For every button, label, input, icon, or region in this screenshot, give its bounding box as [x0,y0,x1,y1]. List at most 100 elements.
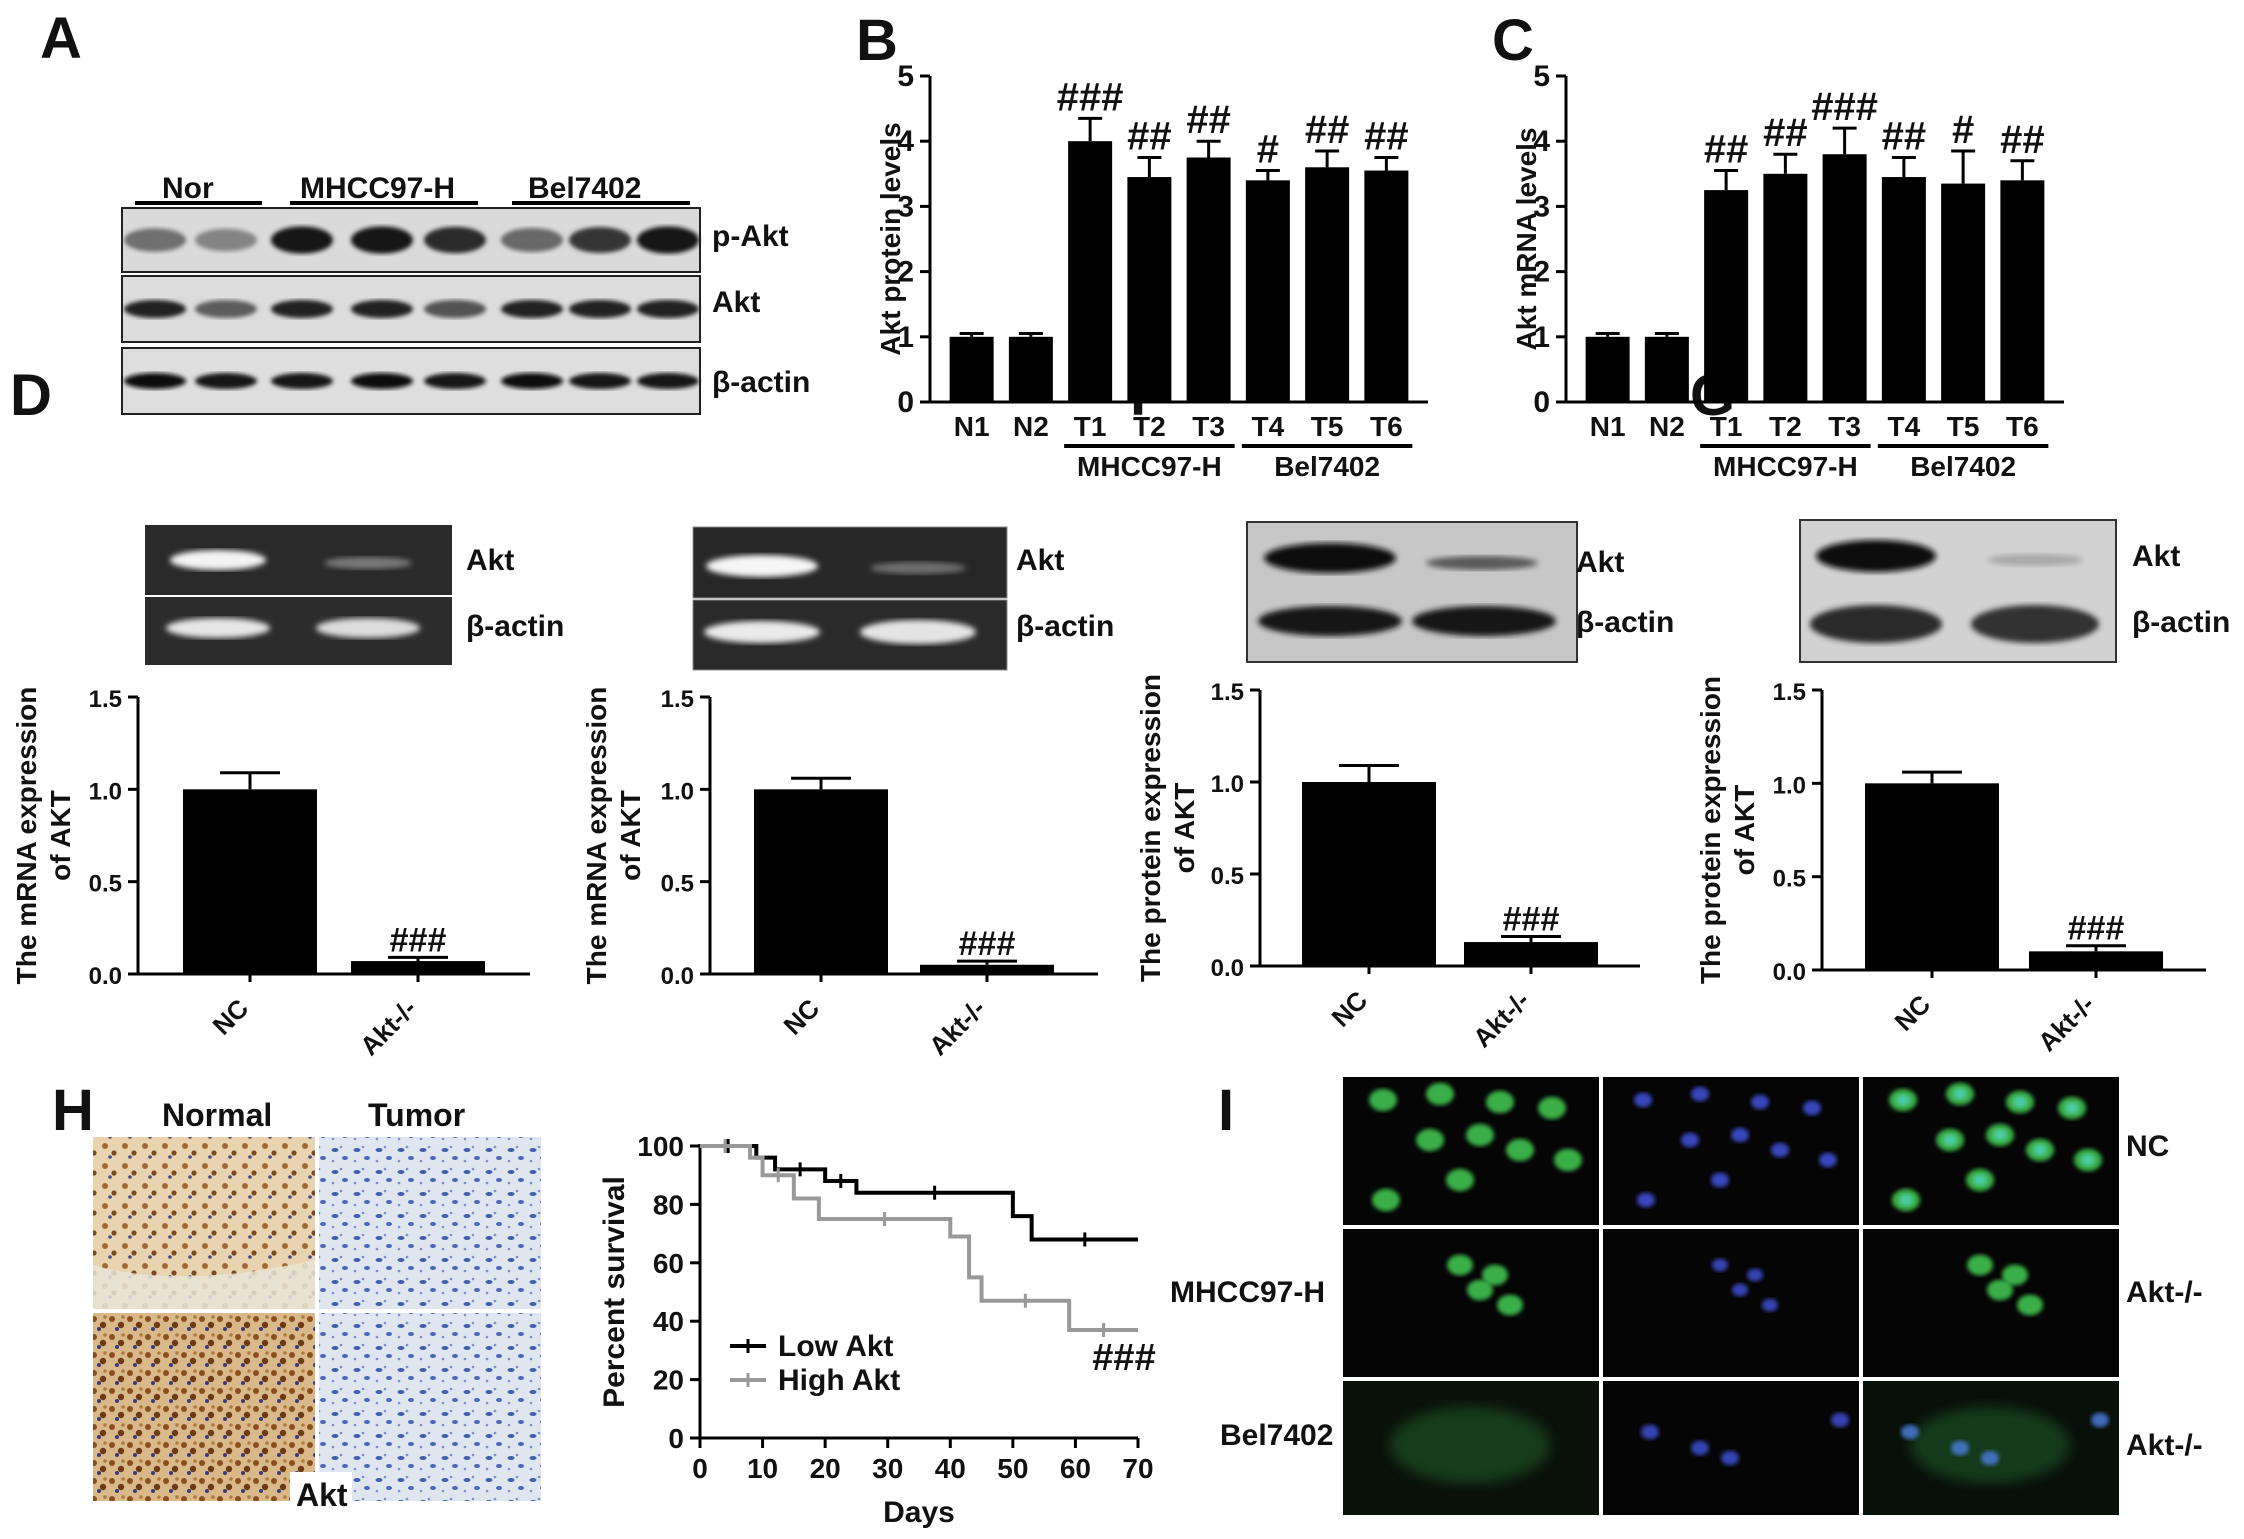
bar [1302,782,1436,966]
cell-nucleus [1896,1094,1910,1106]
chart-g: 0.0 0.5 1.0 1.5 The protein expression of AKT… [1695,676,2206,1057]
y-tick-label: 1 [897,321,914,354]
panel-label-h: H [52,1078,94,1143]
significance-label: ## [2000,118,2045,162]
cell-nucleus [2081,1154,2095,1166]
y-axis-label-2: of AKT [615,790,646,881]
y-tick-label: 1.5 [1211,679,1244,706]
blot-band [637,226,699,254]
y-tick-label: 60 [653,1248,684,1279]
panel-label-c: C [1492,8,1534,73]
significance-label: ### [2068,910,2125,948]
cell-nucleus [1497,1294,1523,1316]
bar [1941,183,1986,402]
significance-label: ### [390,921,447,959]
blot-band [124,300,186,318]
band-d-akt-ko [324,557,412,569]
y-tick-label: 2 [1533,256,1550,289]
cell-nucleus [1762,1298,1778,1312]
panel-label-i: I [1218,1078,1234,1143]
group-label: Bel7402 [1910,451,2016,482]
y-tick-label: 5 [897,60,914,93]
bar [1881,177,1926,402]
cell-nucleus [1486,1090,1514,1114]
cell-nucleus [2033,1144,2047,1156]
blot-band [501,300,563,318]
cell-nucleus [2013,1096,2027,1108]
y-axis-label: Percent survival [598,1176,631,1408]
bar [920,964,1054,974]
y-tick-label: 2 [897,256,914,289]
blot-band [271,373,333,389]
band-e-actin-ko [860,620,976,644]
bar [1008,336,1053,402]
chart-d: 0.0 0.5 1.0 1.5 The mRNA expression of AKT NC #… [11,686,530,1061]
y-tick-label: 0.0 [89,963,122,990]
cell-nucleus [1731,1127,1749,1143]
y-tick-label: 3 [1533,190,1550,223]
y-tick-label: 1.5 [661,686,694,713]
band-e-akt-nc [706,555,818,577]
y-axis-label: The mRNA expression [581,687,612,985]
significance-label: ## [1882,115,1927,159]
bar [2000,180,2045,402]
blot-band [351,373,413,389]
y-axis-label: Akt mRNA levels [1511,127,1542,350]
y-tick-label: 100 [637,1131,684,1162]
cell-nucleus [1953,1088,1967,1100]
bar [1245,180,1290,402]
bar [1585,336,1630,402]
bar [1127,177,1172,402]
y-tick-label: 3 [897,190,914,223]
panel-label-d: D [10,363,52,428]
y-tick-label: 1 [1533,321,1550,354]
y-tick-label: 0.0 [661,963,694,990]
bar [2029,951,2163,970]
fluor-cells [1369,1082,2109,1483]
group-label-nor: Nor [162,172,214,205]
y-tick-label: 80 [653,1189,684,1220]
y-tick-label: 1.0 [1211,771,1244,798]
y-tick-label: 20 [653,1365,684,1396]
blot-band [569,373,631,389]
group-label-mhcc97h: MHCC97-H [300,172,455,205]
bar [1364,170,1409,402]
group-label: MHCC97-H [1077,451,1222,482]
x-tick-label: Akt-/- [923,993,991,1061]
blot-band [637,300,699,318]
ihc-normal-bottom [93,1313,315,1501]
ihc-col-tumor: Tumor [368,1097,465,1133]
y-tick-label: 1.0 [661,778,694,805]
cell-nucleus [1416,1128,1444,1152]
cell-nucleus [1993,1129,2007,1141]
group-label: MHCC97-H [1713,451,1858,482]
blot-band [351,300,413,318]
x-tick-label: T5 [1311,411,1344,442]
x-tick-label: Akt-/- [1467,985,1535,1053]
cell-nucleus [2002,1264,2028,1286]
x-tick-label: Akt-/- [2032,989,2100,1057]
x-tick-label: T5 [1947,411,1980,442]
band-f-akt-ko [1426,556,1538,570]
bar [351,961,485,974]
x-tick-label: 30 [872,1453,903,1484]
cell-haze [1390,1407,1550,1483]
y-tick-label: 1.5 [89,686,122,713]
x-tick-label: NC [1888,989,1936,1037]
band-f-akt-nc [1264,543,1396,573]
cell-nucleus [2091,1412,2109,1428]
y-tick-label: 0 [668,1423,684,1454]
y-tick-label: 0.0 [1773,959,1806,986]
cell-nucleus [1506,1138,1534,1162]
row-label-akt: Akt [712,286,760,319]
cell-nucleus [1691,1086,1709,1102]
band-d-actin-nc [166,618,270,638]
cell-nucleus [1538,1096,1566,1120]
blot-g-label-akt: Akt [2132,540,2180,573]
cell-nucleus [1951,1440,1969,1456]
chart-f: 0.0 0.5 1.0 1.5 The protein expression of AKT… [1135,674,1640,1053]
x-tick-label: 70 [1122,1453,1153,1484]
fluor-grid [1343,1077,2119,1515]
panel-g-blot: Akt β-actin [1799,519,2230,663]
